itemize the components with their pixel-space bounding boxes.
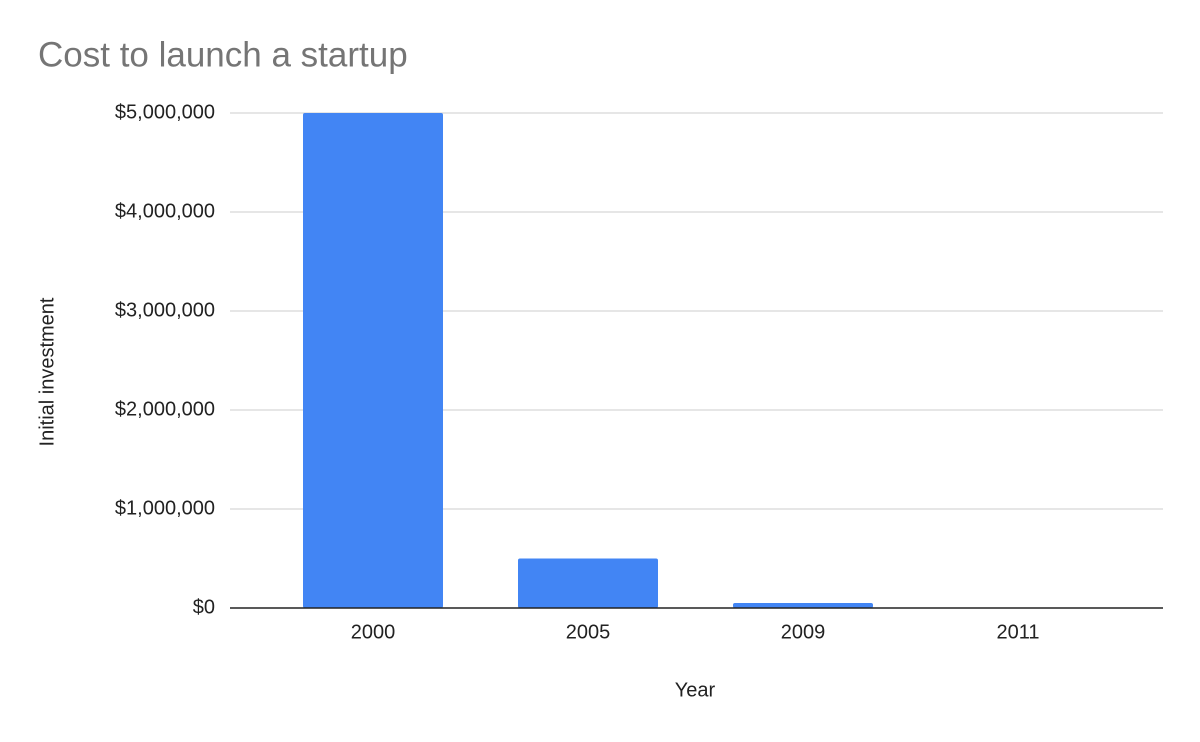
bar: [518, 558, 658, 608]
bar: [303, 113, 443, 608]
x-tick-label: 2009: [781, 621, 826, 643]
y-tick-label: $3,000,000: [115, 299, 215, 321]
y-tick-label: $1,000,000: [115, 497, 215, 519]
x-tick-label: 2011: [996, 621, 1039, 643]
chart-title: Cost to launch a startup: [38, 35, 408, 74]
y-tick-label: $0: [193, 596, 215, 618]
y-axis-label: Initial investment: [36, 297, 58, 446]
bar: [733, 603, 873, 608]
y-tick-label: $2,000,000: [115, 398, 215, 420]
y-tick-label: $5,000,000: [115, 101, 215, 123]
x-tick-label: 2005: [566, 621, 611, 643]
x-axis-label: Year: [675, 679, 716, 701]
x-tick-label: 2000: [351, 621, 396, 643]
y-tick-label: $4,000,000: [115, 200, 215, 222]
